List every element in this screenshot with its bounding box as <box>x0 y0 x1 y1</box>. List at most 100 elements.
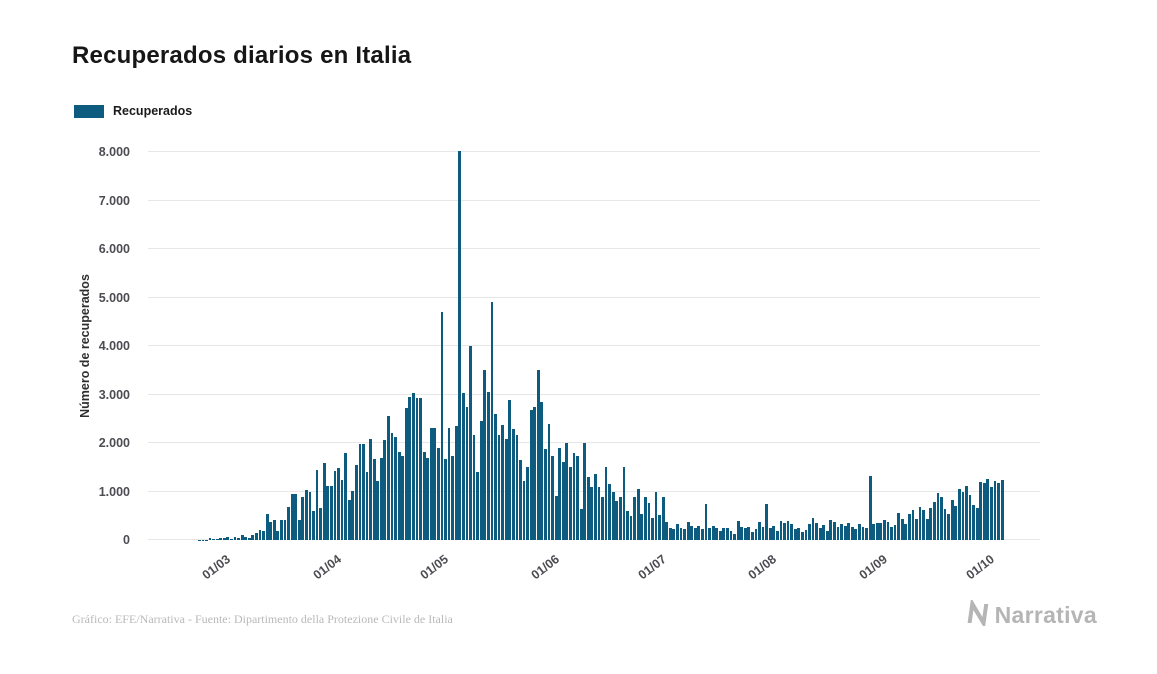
bar <box>297 520 301 540</box>
bar <box>558 448 562 540</box>
bar <box>362 443 365 540</box>
bar <box>975 507 979 540</box>
bar <box>379 457 383 540</box>
bar <box>465 406 469 540</box>
bar <box>872 524 876 540</box>
bar <box>854 529 858 540</box>
bar <box>665 522 669 540</box>
bar <box>615 500 619 540</box>
bar <box>811 517 815 540</box>
bar <box>579 508 583 540</box>
bar <box>647 503 651 540</box>
bar <box>508 400 512 540</box>
bar <box>469 345 472 540</box>
bar <box>925 518 929 540</box>
bar <box>444 459 447 540</box>
bar <box>408 397 412 540</box>
bar <box>747 526 751 540</box>
bar <box>883 520 886 540</box>
bar <box>351 490 355 540</box>
bar <box>454 426 458 540</box>
bar <box>940 496 943 540</box>
bar <box>519 460 522 540</box>
narrativa-logo: Narrativa <box>966 597 1097 631</box>
bar <box>961 492 965 540</box>
bar <box>818 528 822 540</box>
bar <box>936 492 940 540</box>
bar <box>415 398 419 540</box>
bar <box>858 523 861 540</box>
bar <box>768 528 772 540</box>
bar <box>790 523 794 540</box>
bar <box>847 523 851 540</box>
bar <box>529 410 533 540</box>
legend-label: Recuperados <box>113 104 193 118</box>
y-tick-label: 4.000 <box>98 339 130 353</box>
bar <box>233 536 237 540</box>
bar <box>726 527 729 540</box>
bar <box>458 151 462 540</box>
narrativa-logo-text: Narrativa <box>994 602 1097 628</box>
bar <box>743 527 747 540</box>
gridline <box>148 296 1040 298</box>
bar <box>758 521 761 540</box>
bar <box>676 523 679 540</box>
bar <box>522 481 526 540</box>
bar <box>272 519 276 540</box>
bar <box>897 512 901 540</box>
bar <box>661 496 665 540</box>
bar <box>733 533 736 540</box>
gridline <box>148 199 1040 201</box>
bar <box>515 435 519 540</box>
bar <box>486 392 490 540</box>
bar <box>461 393 465 540</box>
bar-series <box>148 151 1040 540</box>
bar <box>365 472 369 540</box>
bar <box>358 443 362 540</box>
bar <box>594 474 597 540</box>
bar <box>329 485 333 540</box>
bar <box>651 517 654 540</box>
bar <box>572 452 576 540</box>
bar <box>479 421 483 540</box>
bar <box>990 486 993 540</box>
bar <box>950 500 954 540</box>
y-axis-tick-labels: 0 1.000 2.000 3.000 4.000 5.000 6.000 7.000 8.00… <box>60 145 140 547</box>
legend: Recuperados <box>74 104 192 118</box>
bar <box>294 493 298 540</box>
bar <box>237 538 240 540</box>
bar <box>797 527 801 540</box>
bar <box>783 523 786 540</box>
bar <box>954 506 958 540</box>
bar <box>765 503 769 540</box>
bar <box>586 477 590 540</box>
bar <box>654 492 658 540</box>
bar <box>679 527 683 540</box>
bar <box>833 522 836 540</box>
footer-credit: Gráfico: EFE/Narrativa - Fuente: Diparti… <box>72 612 453 626</box>
bar <box>875 523 879 540</box>
bar <box>301 496 305 540</box>
bar <box>972 505 975 540</box>
bar <box>929 507 933 540</box>
y-tick-label: 6.000 <box>98 242 130 256</box>
bar <box>544 449 547 540</box>
bar <box>761 526 765 540</box>
bar <box>740 526 744 540</box>
gridline <box>148 151 1040 152</box>
x-tick-label: 01/08 <box>745 552 780 583</box>
bar <box>843 526 847 540</box>
bar <box>258 529 262 540</box>
bar <box>604 467 608 540</box>
bar <box>850 526 854 540</box>
narrativa-n-icon <box>966 597 992 631</box>
bar <box>922 510 926 540</box>
bar <box>718 530 722 540</box>
bar <box>907 514 911 540</box>
gridline <box>148 393 1040 395</box>
bar <box>683 528 686 540</box>
bar <box>283 519 287 540</box>
bar <box>686 522 690 540</box>
bar <box>433 427 437 540</box>
bar <box>240 534 244 540</box>
